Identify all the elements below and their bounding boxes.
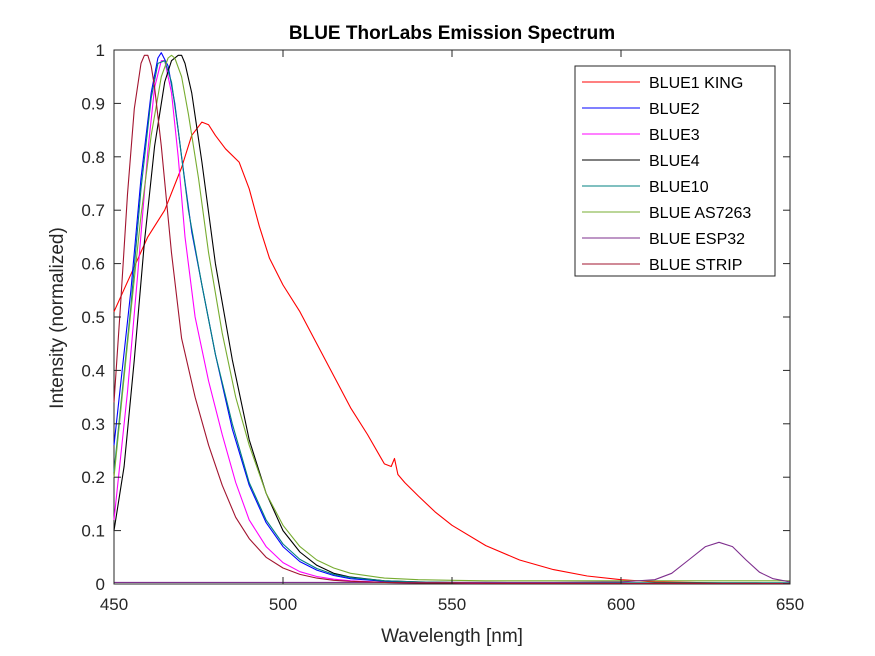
x-axis-label: Wavelength [nm] [381,626,523,647]
y-tick-label: 0.5 [81,308,105,327]
y-tick-label: 0.9 [81,94,105,113]
y-tick-label: 0.3 [81,415,105,434]
legend-label: BLUE STRIP [649,257,742,274]
legend-label: BLUE2 [649,101,700,118]
y-tick-label: 0.7 [81,201,105,220]
series-layer [113,52,791,585]
y-tick-label: 1 [96,41,105,60]
chart-title: BLUE ThorLabs Emission Spectrum [289,23,615,44]
x-tick-label: 600 [607,595,635,614]
legend-box [574,65,776,277]
y-tick-label: 0.4 [81,361,105,380]
y-tick-label: 0.8 [81,148,105,167]
y-tick-label: 0.2 [81,468,105,487]
ticks-layer: 450 500 550 600 650 0 0.1 0.2 0.3 0.4 0.5 0.6 0.7 0.8… [81,41,804,614]
legend-label: BLUE AS7263 [649,205,751,222]
series-line-6 [114,541,791,583]
legend: BLUE1 KING BLUE2 BLUE3 BLUE4 BLUE10 BLUE AS72… [574,65,776,277]
series-line-5 [113,54,790,582]
legend-label: BLUE10 [649,179,709,196]
series-line-0 [113,121,791,585]
legend-label: BLUE3 [649,127,700,144]
y-tick-label: 0.6 [81,255,105,274]
legend-label: BLUE4 [649,153,700,170]
x-tick-label: 500 [269,595,297,614]
y-axis-label: Intensity (normalized) [47,227,68,409]
legend-items: BLUE1 KING BLUE2 BLUE3 BLUE4 BLUE10 BLUE AS72… [582,75,751,274]
legend-label: BLUE ESP32 [649,231,745,248]
x-tick-label: 650 [776,595,804,614]
y-tick-label: 0 [96,575,105,594]
legend-label: BLUE1 KING [649,75,743,92]
x-tick-label: 450 [100,595,128,614]
x-tick-label: 550 [438,595,466,614]
y-tick-label: 0.1 [81,522,105,541]
